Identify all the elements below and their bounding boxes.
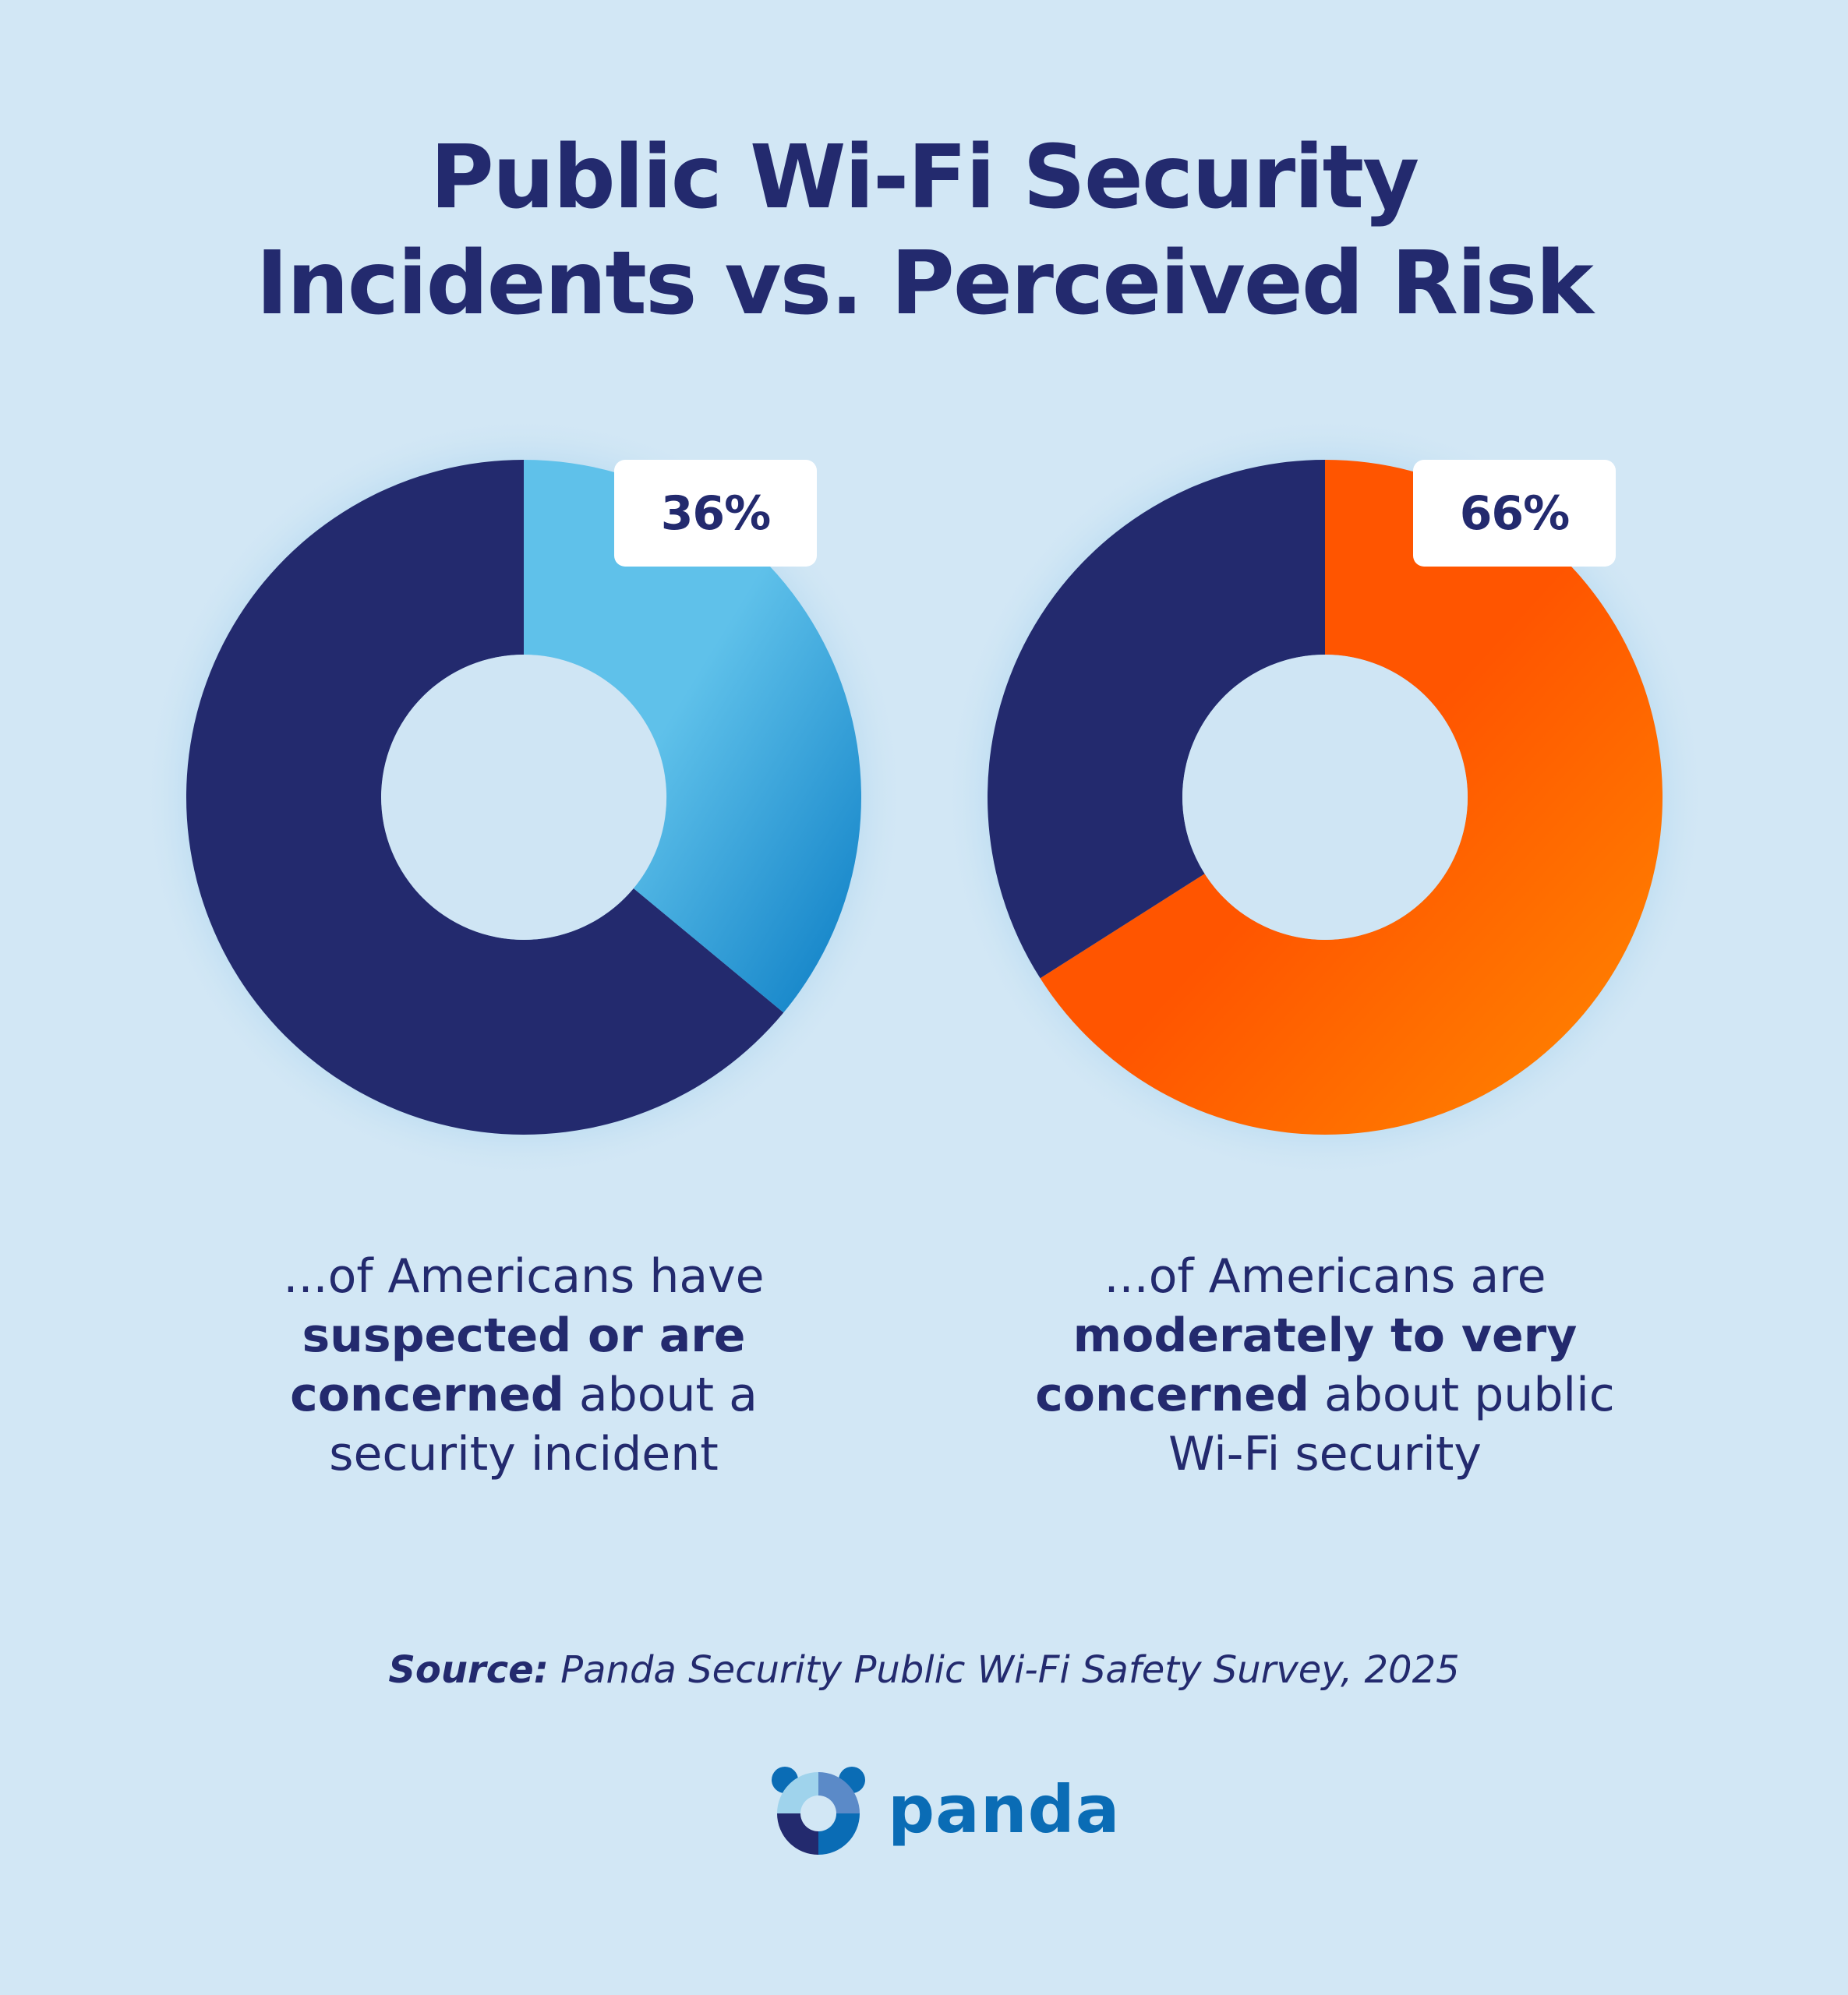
donut-chart-incidents	[134, 408, 913, 1187]
caption-line: ...of Americans are	[1104, 1249, 1546, 1304]
caption-emphasis: moderately to very	[1072, 1308, 1578, 1363]
caption-line: Wi-Fi security	[1168, 1427, 1482, 1481]
panda-logo: panda	[768, 1763, 1120, 1856]
caption-line: about a	[564, 1368, 758, 1422]
donut-chart-svg	[142, 415, 906, 1179]
title-line-1: Public Wi-Fi Security	[429, 127, 1419, 228]
title-line-2: Incidents vs. Perceived Risk	[256, 233, 1593, 334]
caption-emphasis: suspected or are	[302, 1308, 746, 1363]
caption-line: ...of Americans have	[283, 1249, 765, 1304]
caption-line: security incident	[329, 1427, 719, 1481]
donut-chart-svg	[943, 415, 1707, 1179]
page-title: Public Wi-Fi Security Incidents vs. Perc…	[0, 125, 1848, 337]
panda-logo-icon	[772, 1767, 865, 1855]
source-citation: Source: Panda Security Public Wi-Fi Safe…	[0, 1648, 1848, 1692]
segment-highlight-36	[524, 460, 861, 1013]
segment-rest	[988, 460, 1325, 979]
percent-badge-36: 36%	[614, 460, 817, 567]
donut-hole	[381, 655, 666, 940]
segment-highlight-66	[1040, 460, 1663, 1135]
donut-chart-concern	[935, 408, 1715, 1187]
caption-emphasis: concerned	[290, 1368, 564, 1422]
caption-emphasis: concerned	[1035, 1368, 1309, 1422]
caption-incidents: ...of Americans have suspected or are co…	[173, 1247, 875, 1484]
percent-badge-66: 66%	[1413, 460, 1616, 567]
caption-concern: ...of Americans are moderately to very c…	[974, 1247, 1676, 1484]
source-label: Source:	[388, 1648, 549, 1692]
donut-hole	[1182, 655, 1468, 940]
panda-logo-text: panda	[888, 1771, 1121, 1848]
segment-rest	[186, 460, 784, 1135]
source-text: Panda Security Public Wi-Fi Safety Surve…	[548, 1648, 1460, 1692]
caption-line: about public	[1309, 1368, 1615, 1422]
